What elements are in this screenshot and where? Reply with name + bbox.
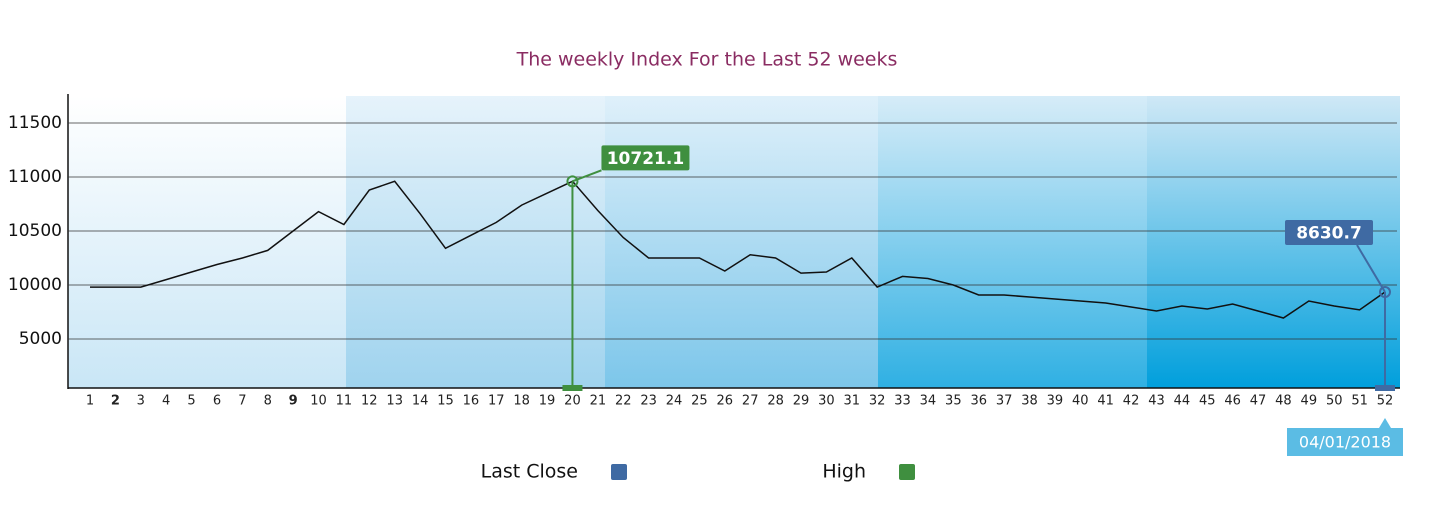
x-tick-label: 10 [310, 394, 327, 409]
x-tick-label: 36 [970, 394, 987, 409]
y-tick-label: 5000 [19, 329, 62, 349]
x-tick-label: 26 [717, 394, 734, 409]
x-tick-label: 13 [386, 394, 403, 409]
x-tick-label: 17 [488, 394, 505, 409]
x-tick-label: 49 [1301, 394, 1318, 409]
x-tick-label: 48 [1275, 394, 1292, 409]
x-tick-label: 39 [1047, 394, 1064, 409]
x-tick-label: 41 [1097, 394, 1114, 409]
y-tick-label: 11000 [8, 167, 62, 187]
date-label: 04/01/2018 [1299, 433, 1391, 452]
x-tick-label: 42 [1123, 394, 1140, 409]
x-tick-label: 51 [1351, 394, 1368, 409]
x-tick-label: 5 [187, 394, 195, 409]
legend-swatch [611, 464, 627, 480]
legend-label: High [822, 461, 866, 483]
x-tick-label: 4 [162, 394, 170, 409]
annotation-label: 10721.1 [607, 149, 684, 169]
x-tick-label: 12 [361, 394, 378, 409]
x-tick-label: 19 [539, 394, 556, 409]
x-tick-label: 22 [615, 394, 632, 409]
x-tick-label: 18 [513, 394, 530, 409]
annotation-leader [572, 169, 602, 183]
legend-label: Last Close [481, 461, 578, 483]
x-tick-label: 7 [238, 394, 246, 409]
band [68, 96, 346, 388]
y-tick-label: 10000 [8, 275, 62, 295]
legend-swatch [899, 464, 915, 480]
x-tick-label: 2 [111, 394, 120, 409]
x-tick-label: 16 [463, 394, 480, 409]
x-tick-label: 30 [818, 394, 835, 409]
x-tick-label: 43 [1148, 394, 1165, 409]
x-tick-label: 40 [1072, 394, 1089, 409]
background-bands [68, 96, 1400, 388]
x-tick-label: 23 [640, 394, 657, 409]
x-tick-label: 11 [336, 394, 353, 409]
x-tick-label: 50 [1326, 394, 1343, 409]
x-tick-label: 32 [869, 394, 886, 409]
x-tick-label: 38 [1021, 394, 1038, 409]
chart-title: The weekly Index For the Last 52 weeks [516, 49, 898, 71]
x-tick-label: 44 [1174, 394, 1191, 409]
date-box [1287, 428, 1403, 456]
x-tick-label: 24 [666, 394, 683, 409]
x-tick-label: 20 [564, 394, 581, 409]
annotation-axis-bar [1375, 385, 1395, 391]
annotation-box [601, 145, 690, 171]
annotation-box [1285, 220, 1373, 246]
x-tick-label: 3 [137, 394, 145, 409]
x-tick-label: 15 [437, 394, 454, 409]
x-tick-label: 29 [793, 394, 810, 409]
x-tick-label: 21 [590, 394, 607, 409]
x-tick-label: 46 [1224, 394, 1241, 409]
x-tick-label: 28 [767, 394, 784, 409]
x-tick-label: 14 [412, 394, 429, 409]
annotation-leader [1356, 244, 1386, 293]
x-tick-label: 27 [742, 394, 759, 409]
y-tick-label: 11500 [8, 113, 62, 133]
x-tick-label: 37 [996, 394, 1013, 409]
x-tick-label: 1 [86, 394, 94, 409]
band [878, 96, 1147, 388]
band [605, 96, 878, 388]
x-tick-label: 45 [1199, 394, 1216, 409]
annotation-label: 8630.7 [1296, 224, 1362, 244]
annotation-marker [566, 175, 579, 188]
x-tick-label: 9 [289, 394, 298, 409]
x-tick-label: 31 [843, 394, 860, 409]
x-tick-label: 47 [1250, 394, 1267, 409]
annotation-axis-bar [562, 385, 583, 391]
date-pointer [1379, 418, 1391, 428]
x-tick-label: 8 [264, 394, 272, 409]
y-tick-label: 10500 [8, 221, 62, 241]
x-tick-label: 6 [213, 394, 221, 409]
x-tick-label: 52 [1377, 394, 1394, 409]
x-tick-label: 25 [691, 394, 708, 409]
annotation-marker [1379, 286, 1391, 299]
x-tick-label: 35 [945, 394, 962, 409]
band [346, 96, 605, 388]
index-line [90, 180, 1386, 319]
x-tick-label: 33 [894, 394, 911, 409]
x-tick-label: 34 [920, 394, 937, 409]
